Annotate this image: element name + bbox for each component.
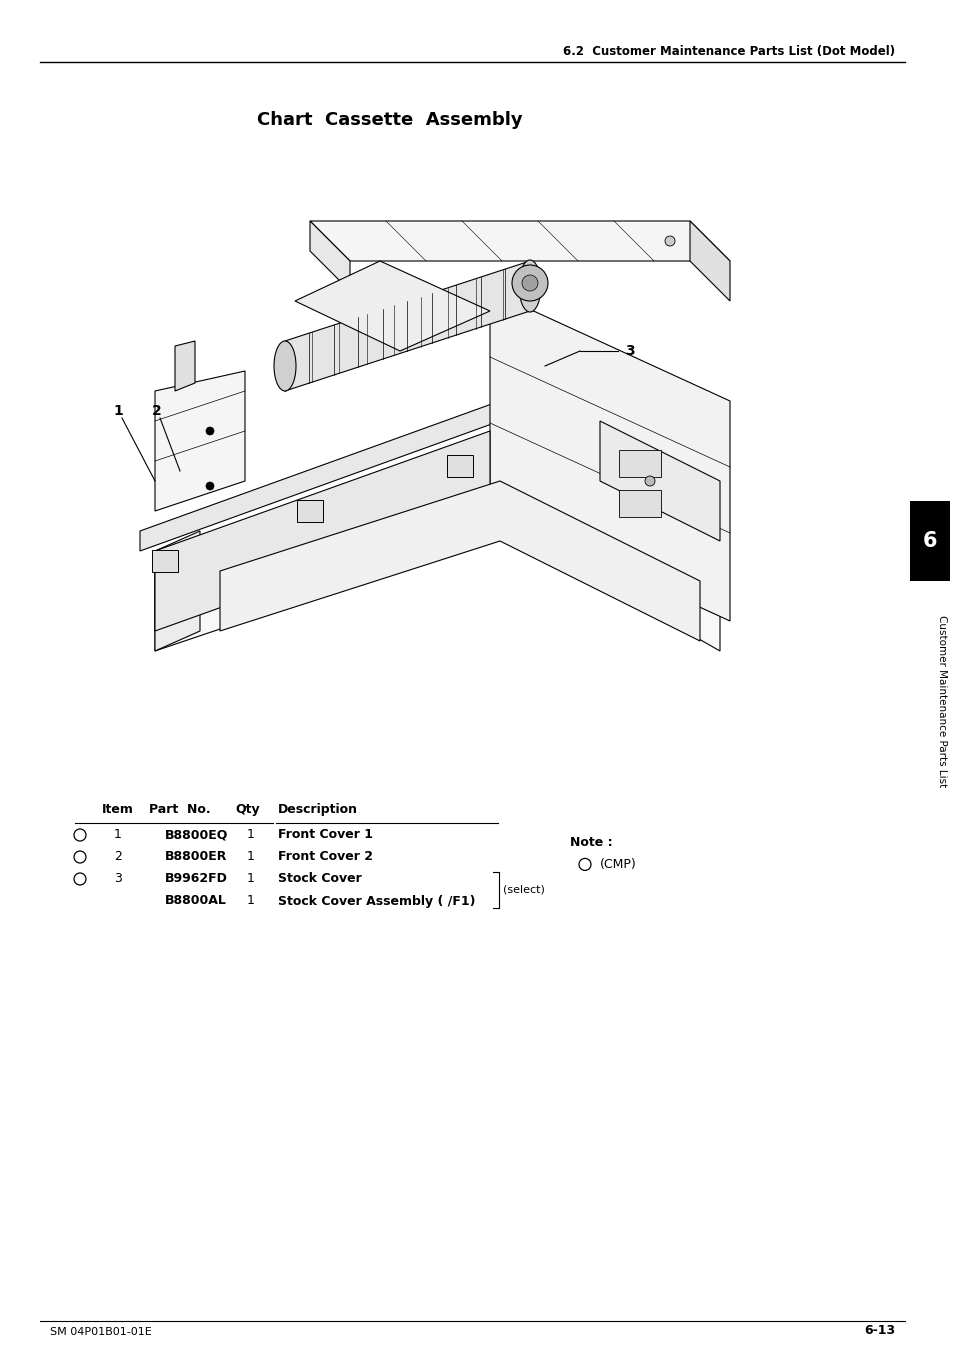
- Text: Front Cover 2: Front Cover 2: [277, 851, 373, 863]
- FancyBboxPatch shape: [618, 490, 660, 517]
- Text: 1: 1: [113, 404, 123, 417]
- Text: 6: 6: [922, 531, 936, 551]
- Text: 1: 1: [114, 828, 122, 842]
- Text: Customer Maintenance Parts List: Customer Maintenance Parts List: [936, 615, 946, 788]
- Polygon shape: [310, 222, 350, 290]
- FancyBboxPatch shape: [296, 500, 323, 521]
- FancyBboxPatch shape: [447, 455, 473, 477]
- Polygon shape: [599, 422, 720, 540]
- Text: 1: 1: [247, 851, 254, 863]
- Circle shape: [512, 265, 547, 301]
- Polygon shape: [285, 261, 530, 390]
- Ellipse shape: [518, 259, 540, 312]
- Polygon shape: [154, 531, 200, 651]
- Ellipse shape: [274, 340, 295, 390]
- Text: 3: 3: [624, 345, 634, 358]
- Text: B9962FD: B9962FD: [165, 873, 228, 885]
- Text: 2: 2: [152, 404, 162, 417]
- Circle shape: [664, 236, 675, 246]
- FancyBboxPatch shape: [152, 550, 178, 571]
- Text: Item: Item: [102, 802, 133, 816]
- Text: Part  No.: Part No.: [149, 802, 211, 816]
- Text: 6.2  Customer Maintenance Parts List (Dot Model): 6.2 Customer Maintenance Parts List (Dot…: [562, 45, 894, 58]
- Text: B8800AL: B8800AL: [165, 894, 227, 908]
- Polygon shape: [154, 431, 720, 651]
- Polygon shape: [140, 401, 720, 551]
- Text: (CMP): (CMP): [599, 858, 636, 871]
- Text: B8800EQ: B8800EQ: [165, 828, 228, 842]
- Bar: [909, 501, 949, 581]
- Text: 1: 1: [247, 873, 254, 885]
- Polygon shape: [154, 372, 245, 511]
- Text: Stock Cover Assembly ( /F1): Stock Cover Assembly ( /F1): [277, 894, 475, 908]
- Text: Front Cover 1: Front Cover 1: [277, 828, 373, 842]
- Polygon shape: [310, 222, 729, 261]
- Text: SM 04P01B01-01E: SM 04P01B01-01E: [50, 1327, 152, 1337]
- Text: Description: Description: [277, 802, 357, 816]
- Polygon shape: [220, 481, 700, 640]
- Circle shape: [206, 482, 213, 490]
- Circle shape: [644, 476, 655, 486]
- Text: 1: 1: [247, 894, 254, 908]
- Circle shape: [521, 276, 537, 290]
- Text: (select): (select): [502, 885, 544, 894]
- Text: 2: 2: [114, 851, 122, 863]
- Text: Qty: Qty: [235, 802, 260, 816]
- Text: Note :: Note :: [569, 836, 612, 848]
- Text: 3: 3: [114, 873, 122, 885]
- Polygon shape: [174, 340, 194, 390]
- Text: Chart  Cassette  Assembly: Chart Cassette Assembly: [257, 111, 522, 128]
- Text: Stock Cover: Stock Cover: [277, 873, 361, 885]
- Polygon shape: [689, 222, 729, 301]
- Text: B8800ER: B8800ER: [165, 851, 227, 863]
- Text: 1: 1: [247, 828, 254, 842]
- FancyBboxPatch shape: [618, 450, 660, 477]
- Text: 6-13: 6-13: [863, 1324, 894, 1337]
- Polygon shape: [154, 431, 490, 631]
- Polygon shape: [294, 261, 490, 351]
- Polygon shape: [490, 290, 729, 621]
- Circle shape: [206, 427, 213, 435]
